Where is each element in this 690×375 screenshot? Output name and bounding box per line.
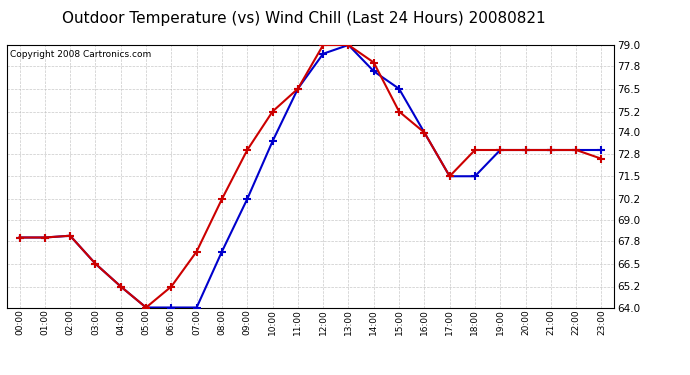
- Text: Outdoor Temperature (vs) Wind Chill (Last 24 Hours) 20080821: Outdoor Temperature (vs) Wind Chill (Las…: [62, 11, 545, 26]
- Text: Copyright 2008 Cartronics.com: Copyright 2008 Cartronics.com: [10, 50, 151, 59]
